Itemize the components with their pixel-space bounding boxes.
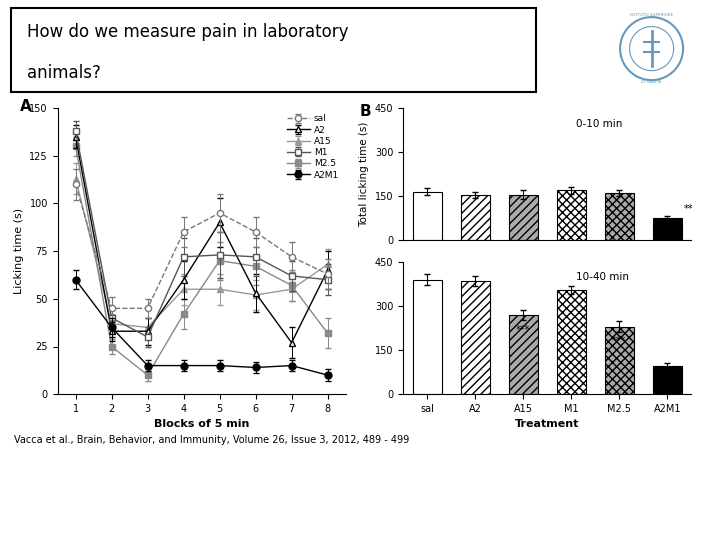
Text: 10-40 min: 10-40 min	[576, 273, 629, 282]
Text: **: **	[684, 205, 693, 214]
Bar	[461, 195, 490, 240]
Bar	[509, 315, 538, 394]
Bar	[653, 218, 682, 240]
Text: B: B	[360, 104, 372, 119]
Bar	[653, 366, 682, 394]
Text: ***: ***	[612, 336, 626, 346]
FancyBboxPatch shape	[11, 8, 536, 92]
Text: ***: ***	[660, 374, 675, 384]
X-axis label: Blocks of 5 min: Blocks of 5 min	[154, 420, 249, 429]
Text: A: A	[20, 99, 32, 114]
Text: ***: ***	[516, 325, 531, 334]
Text: DI SANITA: DI SANITA	[642, 80, 662, 84]
Legend: sal, A2, A15, M1, M2.5, A2M1: sal, A2, A15, M1, M2.5, A2M1	[285, 112, 341, 181]
Text: ISTITUTO SUPERIORE: ISTITUTO SUPERIORE	[630, 13, 673, 17]
Bar	[605, 327, 634, 394]
Text: Vacca et al., Brain, Behavior, and Immunity, Volume 26, Issue 3, 2012, 489 - 499: Vacca et al., Brain, Behavior, and Immun…	[14, 435, 410, 445]
Bar	[509, 195, 538, 240]
Bar	[557, 190, 585, 240]
Bar	[605, 193, 634, 240]
Bar	[413, 192, 441, 240]
Bar	[557, 290, 585, 394]
X-axis label: Treatment: Treatment	[515, 420, 580, 429]
Y-axis label: Licking time (s): Licking time (s)	[14, 208, 24, 294]
Bar	[413, 280, 441, 394]
Text: How do we measure pain in laboratory: How do we measure pain in laboratory	[27, 23, 348, 40]
Text: 0-10 min: 0-10 min	[576, 119, 622, 129]
Y-axis label: Total licking time (s): Total licking time (s)	[359, 122, 369, 227]
Text: animals?: animals?	[27, 64, 101, 83]
Bar	[461, 281, 490, 394]
